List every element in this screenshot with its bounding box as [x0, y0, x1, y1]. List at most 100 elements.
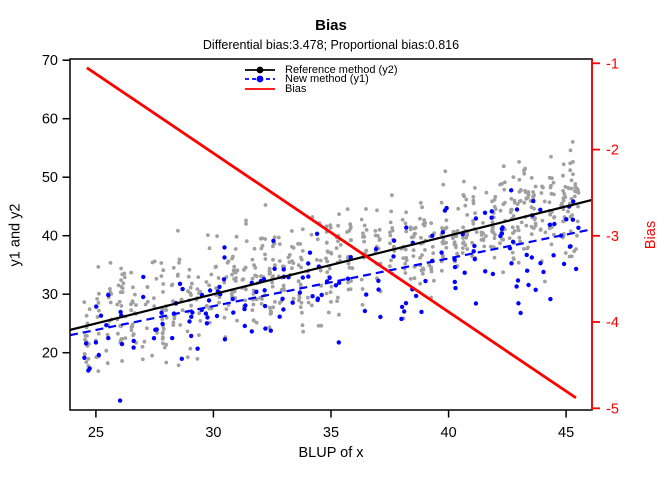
new-method-point: [514, 284, 519, 289]
reference-point: [188, 346, 193, 351]
reference-point: [490, 199, 494, 204]
reference-point: [129, 270, 134, 275]
reference-point: [522, 200, 527, 205]
new-method-point: [271, 238, 276, 243]
new-method-point: [118, 309, 123, 315]
new-method-point: [509, 188, 514, 193]
reference-point: [244, 222, 248, 226]
reference-point: [418, 216, 422, 221]
y-left-axis-label: y1 and y2: [7, 203, 24, 266]
reference-point: [115, 302, 120, 307]
reference-point: [291, 246, 296, 250]
reference-point: [164, 342, 169, 347]
reference-point: [484, 234, 488, 238]
reference-point: [170, 282, 175, 287]
reference-point: [155, 331, 159, 335]
reference-point: [362, 223, 367, 228]
reference-point: [419, 268, 424, 273]
reference-point: [429, 267, 434, 272]
reference-point: [116, 283, 121, 288]
new-method-point: [221, 277, 227, 282]
reference-point: [290, 259, 294, 263]
reference-point: [471, 221, 476, 226]
reference-point: [550, 176, 554, 181]
reference-point: [250, 257, 255, 262]
reference-point: [390, 228, 395, 233]
reference-point: [251, 302, 256, 307]
reference-point: [171, 265, 176, 270]
y-left-axis-label-wrap: y1 and y2: [2, 59, 28, 410]
new-method-point: [203, 311, 209, 316]
reference-point: [176, 272, 180, 277]
reference-point: [164, 308, 169, 312]
new-method-point: [243, 303, 248, 308]
reference-point: [271, 274, 275, 279]
reference-point: [510, 225, 515, 230]
reference-point: [512, 198, 517, 203]
new-method-point: [538, 261, 543, 266]
new-method-point: [373, 246, 379, 252]
reference-point: [251, 318, 256, 323]
new-method-point: [141, 294, 146, 300]
new-method-point: [98, 313, 104, 318]
reference-point: [533, 223, 538, 228]
reference-point: [271, 305, 276, 310]
reference-point: [95, 315, 100, 319]
reference-point: [123, 336, 128, 340]
reference-point: [441, 254, 445, 259]
reference-point: [96, 265, 101, 269]
new-method-point: [419, 309, 424, 315]
reference-point: [408, 225, 413, 230]
reference-point: [542, 199, 547, 204]
reference-point: [502, 187, 507, 192]
new-method-point: [526, 282, 531, 288]
reference-point: [408, 277, 413, 281]
new-method-point: [483, 269, 488, 274]
reference-point: [240, 278, 245, 282]
reference-point: [254, 274, 259, 279]
new-method-point: [564, 217, 569, 222]
bias-line: [86, 66, 577, 400]
reference-point: [473, 186, 477, 190]
reference-point: [529, 232, 534, 237]
reference-point: [116, 331, 120, 336]
reference-point: [451, 235, 455, 240]
reference-point: [178, 323, 183, 327]
reference-point: [471, 201, 476, 206]
new-method-point: [453, 285, 458, 291]
reference-point: [171, 323, 176, 327]
new-method-point: [515, 278, 521, 283]
new-method-point: [306, 274, 311, 279]
reference-point: [104, 348, 109, 353]
reference-point: [403, 271, 408, 275]
new-method-point: [439, 250, 444, 255]
reference-point: [164, 360, 169, 365]
y-left-tick-label: 40: [42, 229, 58, 245]
reference-point: [273, 300, 277, 304]
y-right-axis: -1 -2 -3 -4 -5: [591, 56, 619, 417]
new-method-point: [548, 296, 553, 302]
reference-point: [300, 227, 305, 232]
new-method-point: [96, 352, 102, 358]
reference-point: [419, 235, 423, 240]
reference-point: [259, 302, 264, 306]
reference-point: [85, 334, 89, 338]
reference-point: [460, 251, 465, 255]
reference-point: [263, 252, 267, 257]
new-method-point: [87, 366, 92, 371]
new-method-point: [300, 275, 305, 280]
reference-point: [176, 363, 181, 368]
reference-point: [161, 290, 165, 294]
reference-point: [461, 225, 465, 230]
reference-point: [187, 267, 192, 272]
reference-point: [95, 297, 99, 301]
reference-point: [86, 357, 91, 361]
reference-point: [145, 285, 150, 289]
reference-point: [337, 254, 342, 259]
new-method-point: [131, 345, 136, 350]
reference-point: [306, 300, 311, 305]
reference-point: [490, 220, 495, 225]
new-method-point: [117, 398, 123, 403]
new-method-point: [561, 261, 567, 267]
reference-point: [572, 249, 577, 254]
